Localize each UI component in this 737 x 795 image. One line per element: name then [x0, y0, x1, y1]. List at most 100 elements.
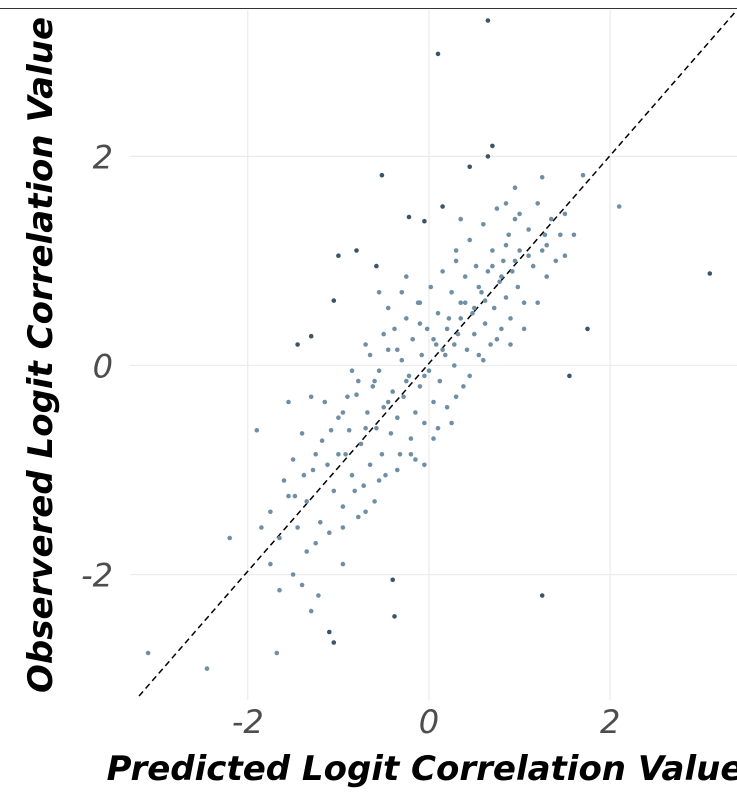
top-rule: [0, 8, 737, 9]
data-point: [401, 394, 406, 400]
data-point: [467, 237, 473, 243]
data-point: [482, 321, 488, 326]
data-point: [408, 436, 414, 441]
x-axis-title: Predicted Logit Correlation Value: [107, 749, 737, 789]
data-point: [437, 378, 443, 384]
data-point: [452, 342, 457, 347]
data-point: [325, 462, 330, 468]
reference-line-group: [138, 9, 737, 697]
data-point: [318, 520, 323, 525]
data-point: [444, 405, 450, 410]
data-point: [356, 514, 361, 520]
data-point: [295, 525, 300, 530]
data-point: [204, 666, 210, 671]
data-point: [354, 248, 359, 253]
data-point: [383, 472, 388, 478]
data-point: [422, 218, 427, 224]
data-point: [490, 263, 495, 269]
data-point: [526, 227, 531, 232]
y-tick-labels: -2 0 2: [81, 138, 113, 594]
data-point: [479, 290, 484, 295]
data-point: [374, 263, 379, 269]
data-point: [372, 499, 377, 504]
data-point: [390, 389, 396, 394]
data-point: [365, 410, 370, 415]
data-point: [503, 295, 509, 300]
data-point: [413, 410, 418, 415]
data-point: [485, 18, 491, 23]
data-point: [431, 337, 436, 342]
data-point: [349, 472, 355, 478]
data-point: [336, 452, 341, 457]
data-point: [363, 425, 368, 431]
data-point: [521, 300, 527, 306]
data-point: [340, 410, 346, 415]
data-point: [558, 232, 563, 238]
data-point: [410, 337, 416, 342]
data-point: [376, 290, 382, 295]
data-point: [308, 608, 314, 614]
data-point: [354, 392, 359, 398]
data-point: [431, 399, 436, 405]
data-point: [331, 488, 337, 494]
data-point: [345, 394, 350, 400]
data-point: [435, 310, 441, 316]
x-tick-labels: -2 0 2: [232, 703, 621, 741]
data-point: [358, 441, 364, 447]
data-point: [254, 428, 260, 433]
data-point: [440, 347, 445, 353]
data-point: [349, 368, 355, 374]
data-point: [490, 248, 495, 253]
data-point: [385, 347, 391, 353]
data-point: [491, 305, 497, 311]
data-point: [379, 172, 385, 178]
data-point: [346, 428, 352, 433]
data-point: [449, 420, 454, 426]
data-point: [485, 269, 491, 274]
data-point: [562, 211, 568, 217]
data-point: [553, 258, 559, 264]
data-point: [290, 572, 296, 577]
data-point: [444, 326, 450, 332]
data-point: [399, 357, 405, 363]
data-point: [268, 561, 273, 567]
data-point: [286, 493, 291, 499]
data-point: [363, 342, 368, 347]
data-point: [259, 525, 264, 530]
data-point: [530, 263, 536, 269]
data-point: [356, 378, 361, 384]
data-point: [508, 342, 513, 347]
data-point: [470, 310, 475, 316]
data-point: [304, 549, 310, 554]
data-point: [517, 211, 522, 217]
data-point: [503, 242, 509, 248]
data-point: [503, 201, 509, 206]
data-point: [544, 274, 549, 279]
data-point: [512, 216, 518, 222]
y-axis-title: Observered Logit Correlation Value: [21, 17, 61, 693]
data-point: [397, 452, 403, 457]
data-point: [467, 373, 473, 379]
data-point: [539, 593, 545, 598]
data-point: [481, 222, 486, 227]
data-point: [336, 415, 341, 421]
data-point: [381, 331, 387, 337]
data-point: [485, 154, 491, 159]
data-point: [449, 290, 454, 295]
data-point: [406, 214, 412, 220]
data-points: [145, 18, 713, 671]
data-point: [510, 269, 515, 274]
data-point: [497, 279, 502, 285]
data-point: [455, 331, 461, 337]
data-point: [372, 378, 377, 384]
data-point: [446, 316, 452, 321]
data-point: [435, 425, 441, 431]
data-point: [376, 368, 382, 374]
data-point: [431, 436, 436, 441]
data-point: [501, 258, 506, 264]
data-point: [476, 352, 482, 358]
data-point: [385, 399, 391, 405]
data-point: [327, 629, 332, 635]
data-point: [376, 478, 382, 483]
data-point: [395, 415, 400, 421]
